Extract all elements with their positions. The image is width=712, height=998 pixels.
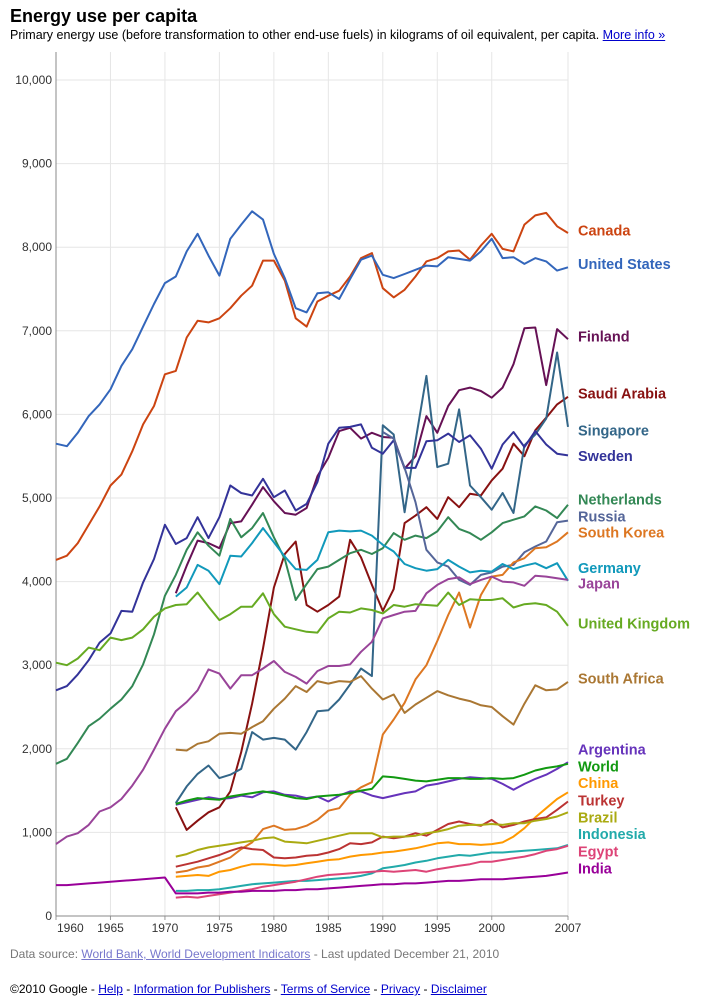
- series-label-netherlands[interactable]: Netherlands: [578, 493, 662, 509]
- axis-ticks: 0 1,000 2,000 3,000 4,000 5,000 6,000 7,000 8,00…: [15, 73, 581, 935]
- series-label-turkey[interactable]: Turkey: [578, 794, 624, 810]
- series-label-finland[interactable]: Finland: [578, 330, 630, 346]
- series-line-world: [175, 762, 569, 805]
- y-tick-label: 8,000: [22, 240, 52, 254]
- series-label-singapore[interactable]: Singapore: [578, 423, 649, 439]
- footer-separator: -: [270, 982, 281, 996]
- source-prefix: Data source:: [10, 947, 82, 961]
- x-tick-label: 1985: [315, 921, 342, 935]
- series-line-brazil: [175, 811, 569, 858]
- footer: ©2010 Google - Help - Information for Pu…: [10, 982, 487, 996]
- x-tick-label: 1995: [424, 921, 451, 935]
- y-tick-label: 9,000: [22, 157, 52, 171]
- series-label-china[interactable]: China: [578, 776, 619, 792]
- subtitle-text: Primary energy use (before transformatio…: [10, 28, 600, 42]
- x-tick-label: 2000: [478, 921, 505, 935]
- series-label-south-korea[interactable]: South Korea: [578, 525, 665, 541]
- footer-separator: -: [420, 982, 431, 996]
- series-line-russia: [382, 431, 569, 586]
- x-tick-label: 1990: [369, 921, 396, 935]
- series-label-brazil[interactable]: Brazil: [578, 810, 618, 826]
- data-source: Data source: World Bank, World Developme…: [10, 947, 499, 961]
- series-line-china: [175, 791, 569, 878]
- series-label-egypt[interactable]: Egypt: [578, 845, 618, 861]
- y-tick-label: 5,000: [22, 491, 52, 505]
- series-line-india: [56, 871, 569, 895]
- terms-link[interactable]: Terms of Service: [280, 982, 371, 996]
- source-link[interactable]: World Bank, World Development Indicators: [81, 947, 311, 961]
- series-label-united-kingdom[interactable]: United Kingdom: [578, 616, 690, 632]
- series-label-argentina[interactable]: Argentina: [578, 743, 647, 759]
- page-title: Energy use per capita: [10, 6, 198, 26]
- page-subtitle: Primary energy use (before transformatio…: [10, 28, 665, 42]
- x-tick-label: 1960: [57, 921, 84, 935]
- series-line-indonesia: [175, 843, 569, 892]
- privacy-link[interactable]: Privacy: [380, 982, 421, 996]
- series-line-japan: [55, 574, 569, 845]
- footer-separator: -: [122, 982, 134, 996]
- more-info-link[interactable]: More info »: [602, 28, 666, 42]
- x-tick-label: 1975: [206, 921, 233, 935]
- series-label-japan[interactable]: Japan: [578, 576, 620, 592]
- series-label-indonesia[interactable]: Indonesia: [578, 827, 647, 843]
- series-line-netherlands: [55, 504, 569, 765]
- source-suffix: - Last updated December 21, 2010: [310, 947, 500, 961]
- y-tick-label: 1,000: [22, 825, 52, 839]
- series-line-singapore: [174, 351, 569, 804]
- series-label-canada[interactable]: Canada: [578, 223, 631, 239]
- series-label-germany[interactable]: Germany: [578, 561, 641, 577]
- series-lines: [55, 210, 569, 899]
- y-tick-label: 10,000: [15, 73, 52, 87]
- series-label-sweden[interactable]: Sweden: [578, 449, 633, 465]
- y-tick-label: 2,000: [22, 742, 52, 756]
- series-label-russia[interactable]: Russia: [578, 509, 626, 525]
- x-tick-label: 1965: [97, 921, 124, 935]
- series-line-united-states: [55, 210, 569, 448]
- y-tick-label: 3,000: [22, 658, 52, 672]
- help-link[interactable]: Help: [98, 982, 123, 996]
- publishers-link[interactable]: Information for Publishers: [133, 982, 271, 996]
- disclaimer-link[interactable]: Disclaimer: [430, 982, 487, 996]
- series-label-world[interactable]: World: [578, 759, 619, 775]
- series-label-south-africa[interactable]: South Africa: [578, 672, 665, 688]
- x-tick-label: 1980: [261, 921, 288, 935]
- y-tick-label: 0: [45, 909, 52, 923]
- series-line-saudi-arabia: [174, 395, 569, 831]
- grid-lines: [55, 52, 569, 920]
- series-line-germany: [175, 527, 569, 598]
- y-tick-label: 6,000: [22, 407, 52, 421]
- series-label-india[interactable]: India: [578, 861, 613, 877]
- x-tick-label: 1970: [152, 921, 179, 935]
- series-line-canada: [55, 211, 569, 561]
- series-line-south-africa: [175, 675, 569, 752]
- energy-line-chart: 0 1,000 2,000 3,000 4,000 5,000 6,000 7,000 8,00…: [15, 52, 690, 935]
- series-line-sweden: [55, 423, 569, 692]
- series-line-finland: [174, 326, 569, 594]
- series-labels: Canada United States Finland Saudi Arabia Si…: [578, 223, 690, 877]
- series-line-turkey: [175, 800, 569, 868]
- copyright: ©2010 Google -: [10, 982, 99, 996]
- series-line-united-kingdom: [55, 591, 569, 667]
- footer-separator: -: [370, 982, 381, 996]
- plot-background: [56, 52, 568, 918]
- series-label-united-states[interactable]: United States: [578, 257, 671, 273]
- x-tick-label: 2007: [555, 921, 582, 935]
- series-label-saudi-arabia[interactable]: Saudi Arabia: [578, 387, 667, 403]
- y-tick-label: 4,000: [22, 575, 52, 589]
- series-line-south-korea: [175, 531, 569, 874]
- y-tick-label: 7,000: [22, 324, 52, 338]
